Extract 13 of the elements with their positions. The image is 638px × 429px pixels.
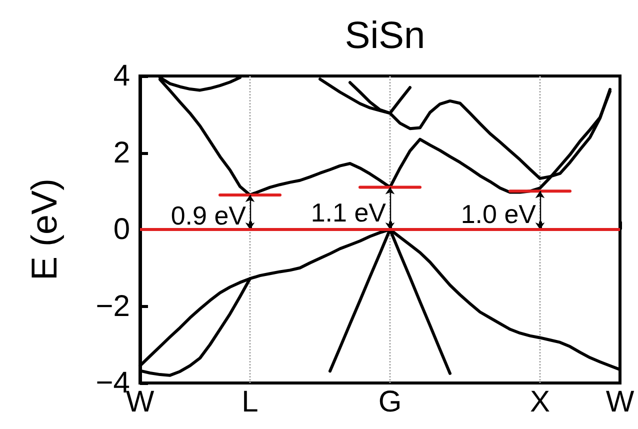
x-tick-label: L (242, 386, 258, 418)
annotation: 0.9 eV (170, 200, 247, 231)
y-tick-label: 0 (113, 213, 130, 246)
chart-title: SiSn (344, 15, 426, 57)
x-tick-label: X (530, 386, 550, 418)
annotation: 1.0 eV (460, 199, 537, 230)
y-tick-label: −2 (96, 290, 130, 323)
x-tick-label: W (606, 386, 635, 418)
y-tick-label: 4 (113, 60, 130, 92)
y-tick-label: 2 (113, 136, 130, 170)
x-tick-label: G (378, 386, 402, 418)
annotation: 1.1 eV (310, 198, 387, 228)
y-axis-title: E (eV) (24, 178, 64, 281)
